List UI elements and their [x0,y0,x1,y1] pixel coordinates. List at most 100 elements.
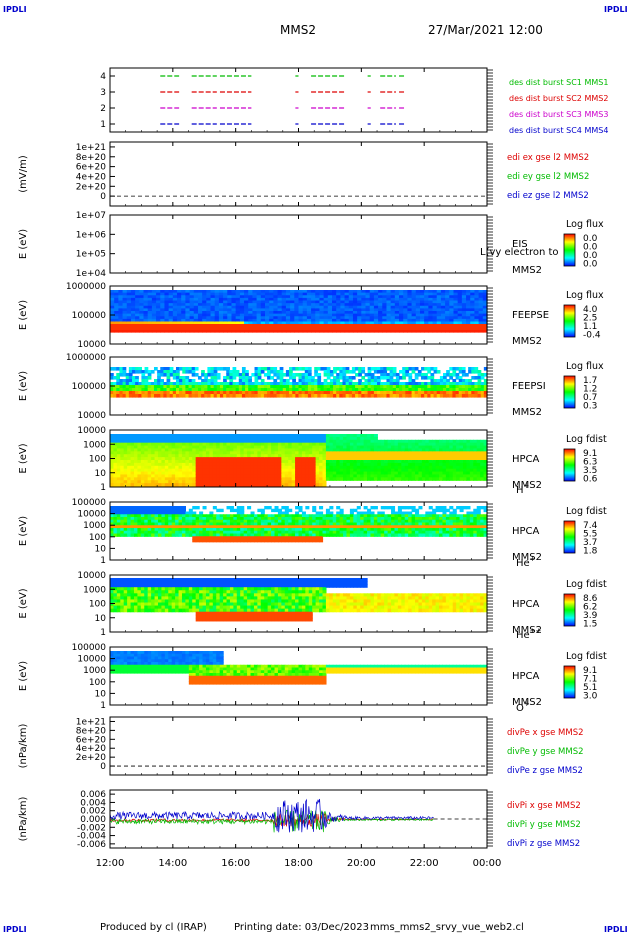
spectrogram-cell [387,465,392,470]
spectrogram-cell [161,454,166,458]
spectrogram-cell [226,439,231,444]
spectrogram-cell [411,382,416,386]
spectrogram-cell [357,305,362,309]
spectrogram-cell [201,370,205,374]
spectrogram-cell [241,379,246,383]
spectrogram-cell [157,454,163,458]
spectrogram-cell [315,477,320,481]
spectrogram-cell [120,519,125,524]
spectrogram-cell [157,465,163,470]
spectrogram-cell [323,292,329,296]
spectrogram-cell [308,451,313,455]
spectrogram-cell [212,442,217,447]
spectrogram-cell [219,382,224,386]
spectrogram-cell [445,454,450,458]
spectrogram-cell [365,318,371,323]
spectrogram-cell [457,329,463,333]
spectrogram-cell [399,329,404,333]
spectrogram-cell [367,385,372,389]
spectrogram-cell [235,382,240,386]
spectrogram-cell [277,300,283,304]
spectrogram-cell [126,290,132,294]
spectrogram-cell [251,373,256,377]
spectrogram-cell [213,382,218,386]
spectrogram-cell [168,305,174,309]
spectrogram-cell [408,451,413,455]
spectrogram-cell [401,445,406,450]
spectrogram-cell [360,474,365,478]
spectrogram-cell [147,316,153,320]
spectrogram-cell [344,295,350,299]
spectrogram-cell [188,457,193,461]
spectrogram-cell [292,376,296,380]
spectrogram-cell [399,303,404,307]
spectrogram-cell [227,318,233,323]
spectrogram-cell [153,379,158,383]
spectrogram-cell [476,448,481,452]
spectrogram-cell [168,448,173,452]
spectrogram-cell [216,457,221,461]
spectrogram-cell [351,367,356,371]
spectrogram-cell [166,382,171,386]
spectrogram-cell [233,434,238,438]
spectrogram-cell [319,477,324,481]
spectrogram-cell [133,477,139,481]
spectrogram-cell [193,300,199,304]
spectrogram-cell [352,321,358,325]
spectrogram-cell [332,445,337,450]
spectrogram-cell [194,391,199,395]
spectrogram-cell [267,394,271,398]
spectrogram-cell [248,295,254,299]
spectrogram-cell [348,305,354,309]
spectrogram-cell [290,292,295,296]
spectrogram-cell [264,303,270,307]
spectrogram-cell [343,471,348,476]
spectrogram-cell [305,454,310,458]
spectrogram-cell [133,445,139,450]
spectrogram-cell [452,465,457,470]
spectrogram-cell [342,373,347,377]
spectrogram-cell [214,303,220,307]
spectrogram-cell [332,321,337,325]
spectrogram-cell [311,376,315,380]
spectrogram-cell [244,305,249,309]
spectrogram-cell [298,434,303,438]
spectrogram-cell [288,454,293,458]
spectrogram-cell [290,313,295,317]
spectrogram-cell [463,445,468,450]
spectrogram-cell [445,329,450,333]
spectrogram-cell [443,394,447,398]
y-tick-label: 2 [100,104,106,114]
spectrogram-cell [126,316,132,320]
spectrogram-cell [253,462,258,467]
spectrogram-cell [113,533,118,537]
spectrogram-cell [427,367,432,371]
spectrogram-cell [130,308,136,312]
spectrogram-cell [314,367,318,371]
spectrogram-cell [469,477,474,481]
spectrogram-cell [445,295,450,299]
spectrogram-cell [110,376,114,380]
spectrogram-cell [469,448,474,452]
spectrogram-cell [227,300,233,304]
spectrogram-cell [291,439,296,444]
spectrogram-cell [340,295,346,299]
spectrogram-cell [178,525,183,529]
instrument-label: EIS [512,239,528,250]
spectrogram-cell [277,318,283,323]
spectrogram-cell [202,480,207,484]
spectrogram-cell [394,457,399,461]
spectrogram-cell [260,474,265,478]
spectrogram-cell [140,454,145,458]
spectrogram-cell [137,525,142,529]
spectrogram-cell [367,445,372,450]
spectrogram-cell [290,321,295,325]
spectrogram-cell [304,391,309,395]
spectrogram-cell [271,468,276,473]
spectrogram-cell [226,460,231,464]
spectrogram-cell [147,468,152,473]
spectrogram-cell [202,442,207,447]
spectrogram-cell [175,439,180,444]
spectrogram-cell [466,305,471,309]
